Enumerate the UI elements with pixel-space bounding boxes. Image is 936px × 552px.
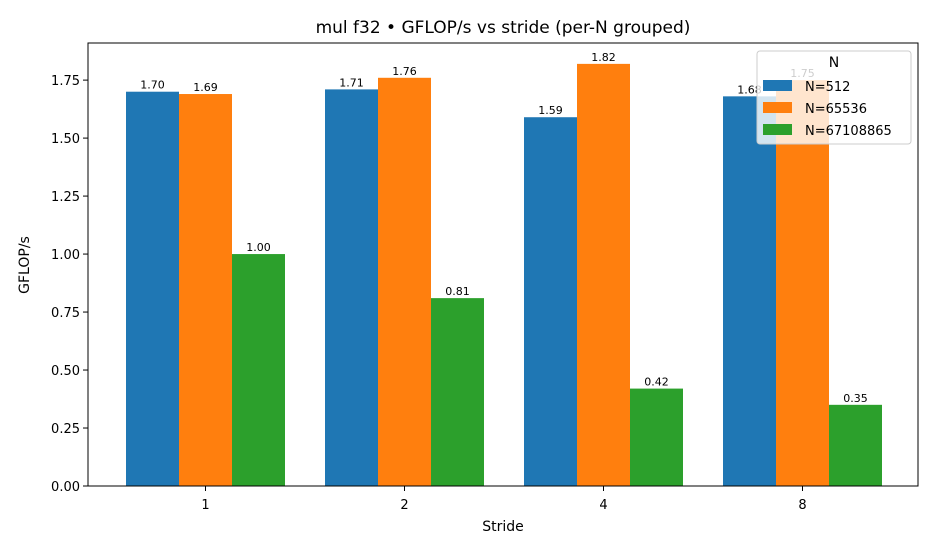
y-tick-label: 0.00 (51, 480, 80, 495)
y-axis: 0.00 0.25 0.50 0.75 1.00 1.25 1.50 1.75 (51, 74, 88, 495)
y-tick-label: 0.50 (51, 364, 80, 379)
legend-title: N (829, 55, 839, 71)
bar (723, 96, 776, 486)
legend-entry: N=65536 (805, 102, 867, 117)
y-tick-label: 1.25 (51, 190, 80, 205)
bar (524, 117, 577, 486)
y-axis-label: GFLOP/s (17, 236, 33, 294)
x-tick-label: 2 (400, 498, 408, 513)
legend-swatch (763, 80, 792, 91)
bar (126, 91, 179, 486)
bar (179, 94, 232, 486)
bar (577, 63, 630, 487)
x-axis-label: Stride (482, 519, 524, 535)
bar-value-label: 0.42 (644, 376, 669, 389)
x-axis: 1 2 4 8 (201, 486, 807, 513)
legend-swatch (763, 124, 792, 135)
bar-value-label: 1.69 (193, 81, 218, 94)
legend-entry: N=512 (805, 80, 850, 95)
legend-swatch (763, 102, 792, 113)
bar (630, 388, 683, 486)
legend-entry: N=67108865 (805, 124, 892, 139)
legend-box (756, 50, 912, 145)
bar-value-label: 1.59 (538, 104, 563, 117)
chart-title: mul f32 • GFLOP/s vs stride (per-N group… (316, 18, 691, 38)
bar-value-label: 0.35 (843, 392, 868, 405)
bar-value-label: 0.81 (445, 285, 470, 298)
bar (325, 89, 378, 486)
y-tick-label: 0.75 (51, 306, 80, 321)
bar (378, 77, 431, 486)
x-tick-label: 1 (201, 498, 209, 513)
y-tick-label: 1.00 (51, 248, 80, 263)
legend: N N=512 N=65536 N=67108865 (756, 50, 912, 145)
y-tick-label: 0.25 (51, 422, 80, 437)
bar-value-label: 1.00 (246, 241, 271, 254)
x-tick-label: 4 (599, 498, 607, 513)
bar (776, 80, 829, 486)
bar-value-label: 1.76 (392, 65, 417, 78)
bar-value-label: 1.70 (140, 79, 165, 92)
bar-labels: 1.701.711.591.681.691.761.821.751.000.81… (140, 51, 868, 405)
x-tick-label: 8 (798, 498, 806, 513)
bar (829, 404, 882, 486)
bar (232, 254, 285, 486)
bar-value-label: 1.71 (339, 76, 364, 89)
bars (126, 63, 882, 487)
y-tick-label: 1.75 (51, 74, 80, 89)
plot-frame (87, 42, 919, 487)
y-tick-label: 1.50 (51, 132, 80, 147)
bar (431, 298, 484, 486)
bar-value-label: 1.68 (737, 83, 762, 96)
bar-value-label: 1.82 (591, 51, 616, 64)
